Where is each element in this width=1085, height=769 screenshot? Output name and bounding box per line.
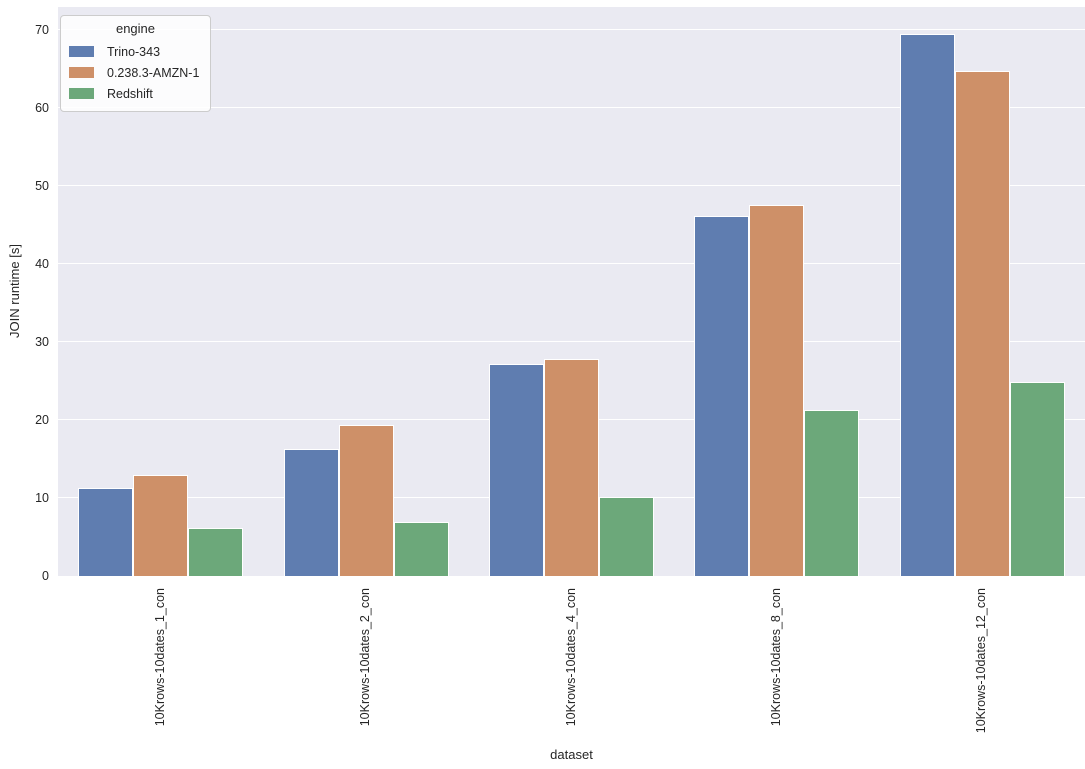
gridline <box>58 106 1085 109</box>
y-tick-label: 70 <box>35 23 49 38</box>
gridline <box>58 184 1085 187</box>
bar-Trino-343-10Krows-10dates_4_con <box>489 364 544 576</box>
bar-0.238.3-AMZN-1-10Krows-10dates_8_con <box>749 204 805 576</box>
x-tick-label: 10Krows-10dates_8_con <box>768 588 783 727</box>
bar-0.238.3-AMZN-1-10Krows-10dates_12_con <box>954 70 1010 576</box>
bar-Redshift-10Krows-10dates_8_con <box>804 409 860 576</box>
y-tick-label: 20 <box>35 413 49 428</box>
y-axis-title: JOIN runtime [s] <box>7 244 22 338</box>
x-tick-label: 10Krows-10dates_1_con <box>152 588 167 727</box>
bar-0.238.3-AMZN-1-10Krows-10dates_1_con <box>133 475 189 576</box>
bar-Trino-343-10Krows-10dates_8_con <box>694 215 750 576</box>
bar-0.238.3-AMZN-1-10Krows-10dates_4_con <box>544 359 599 576</box>
legend: engine Trino-343 0.238.3-AMZN-1 Redshift <box>60 15 211 112</box>
bar-Redshift-10Krows-10dates_12_con <box>1009 381 1065 576</box>
plot-area: engine Trino-343 0.238.3-AMZN-1 Redshift <box>58 7 1085 576</box>
bar-Trino-343-10Krows-10dates_1_con <box>78 487 134 576</box>
legend-item-redshift: Redshift <box>61 83 210 104</box>
legend-swatch-redshift-icon <box>69 88 94 99</box>
legend-title: engine <box>115 21 156 36</box>
y-tick-label: 50 <box>35 179 49 194</box>
legend-label: Redshift <box>107 86 153 101</box>
legend-item-amzn: 0.238.3-AMZN-1 <box>61 62 210 83</box>
legend-item-trino-343: Trino-343 <box>61 41 210 62</box>
gridline <box>58 28 1085 31</box>
x-tick-label: 10Krows-10dates_12_con <box>974 588 989 734</box>
x-tick-label: 10Krows-10dates_4_con <box>563 588 578 727</box>
y-tick-label: 30 <box>35 335 49 350</box>
y-tick-label: 10 <box>35 491 49 506</box>
gridline <box>58 262 1085 265</box>
y-tick-label: 0 <box>42 569 49 583</box>
bar-Trino-343-10Krows-10dates_2_con <box>283 448 339 576</box>
y-tick-label: 60 <box>35 101 49 116</box>
gridline <box>58 340 1085 343</box>
x-tick-label: 10Krows-10dates_2_con <box>358 588 373 727</box>
legend-label: 0.238.3-AMZN-1 <box>107 65 200 80</box>
bar-Trino-343-10Krows-10dates_12_con <box>899 34 955 576</box>
bar-0.238.3-AMZN-1-10Krows-10dates_2_con <box>338 424 394 576</box>
bar-Redshift-10Krows-10dates_1_con <box>188 527 244 576</box>
y-tick-label: 40 <box>35 257 49 272</box>
legend-swatch-trino-343-icon <box>69 46 94 57</box>
legend-label: Trino-343 <box>107 44 161 59</box>
legend-swatch-amzn-icon <box>69 67 94 78</box>
bar-Redshift-10Krows-10dates_2_con <box>393 522 449 576</box>
x-axis-title: dataset <box>550 747 593 762</box>
bar-Redshift-10Krows-10dates_4_con <box>599 497 654 576</box>
